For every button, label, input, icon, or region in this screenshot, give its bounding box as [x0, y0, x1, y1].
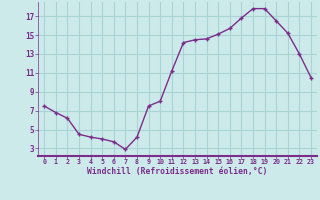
X-axis label: Windchill (Refroidissement éolien,°C): Windchill (Refroidissement éolien,°C) — [87, 167, 268, 176]
